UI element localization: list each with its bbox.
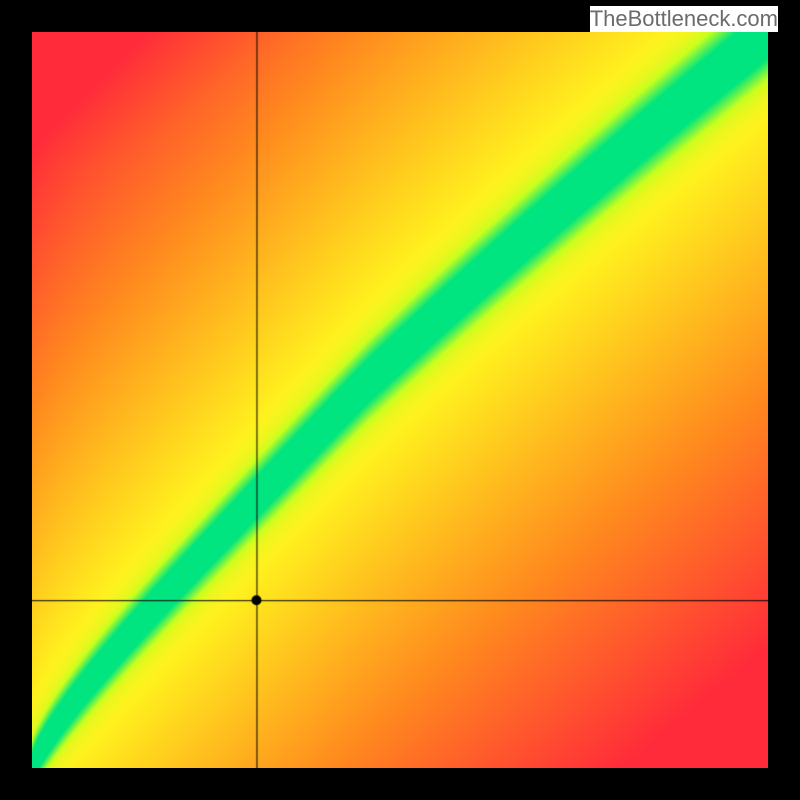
heatmap-plot [32, 32, 768, 768]
heatmap-canvas [32, 32, 768, 768]
chart-container: TheBottleneck.com [0, 0, 800, 800]
watermark-text: TheBottleneck.com [590, 6, 778, 32]
